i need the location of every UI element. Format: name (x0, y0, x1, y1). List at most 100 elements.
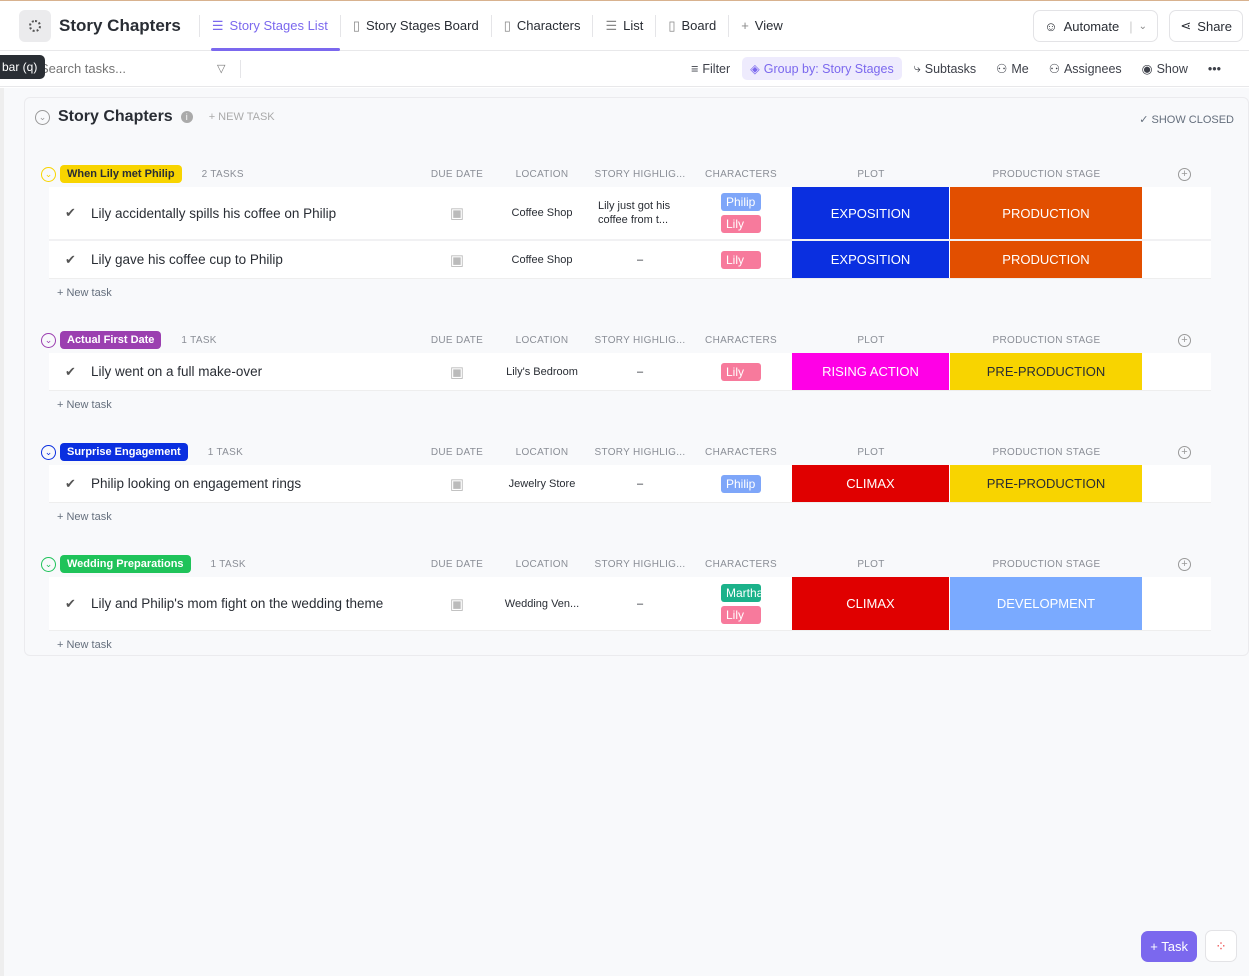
tab-list[interactable]: ☰ List (593, 1, 655, 51)
characters-cell[interactable]: Lily (690, 353, 792, 390)
col-due-date[interactable]: DUE DATE (430, 168, 484, 180)
col-location[interactable]: LOCATION (515, 168, 569, 180)
show-button[interactable]: ◉ Show (1134, 57, 1196, 80)
table-row[interactable]: ✔ Lily gave his coffee cup to Philip ▣ C… (49, 241, 1211, 279)
col-due-date[interactable]: DUE DATE (430, 334, 484, 346)
col-characters[interactable]: CHARACTERS (705, 558, 777, 570)
story-highlight-cell[interactable]: – (636, 253, 644, 266)
character-chip[interactable]: Philip (721, 193, 761, 211)
show-closed-button[interactable]: ✓ SHOW CLOSED (1139, 114, 1234, 126)
characters-cell[interactable]: Philip Lily (690, 187, 792, 239)
col-plot[interactable]: PLOT (857, 334, 885, 346)
tab-board[interactable]: ▯ Board (656, 1, 728, 51)
group-tag[interactable]: Surprise Engagement (60, 443, 188, 461)
plot-cell[interactable]: CLIMAX (792, 577, 950, 630)
calendar-icon[interactable]: ▣ (449, 363, 465, 381)
subtasks-button[interactable]: ⤷ Subtasks (906, 57, 984, 80)
col-characters[interactable]: CHARACTERS (705, 334, 777, 346)
filter-button[interactable]: ≡ Filter (683, 58, 738, 80)
character-chip[interactable]: Martha (721, 583, 763, 602)
table-row[interactable]: ✔ Philip looking on engagement rings ▣ J… (49, 465, 1211, 503)
chevron-down-icon[interactable]: ⌄ (1138, 20, 1147, 32)
info-icon[interactable]: i (180, 111, 193, 123)
col-due-date[interactable]: DUE DATE (430, 446, 484, 458)
col-location[interactable]: LOCATION (515, 446, 569, 458)
collapse-group-icon[interactable]: ⌄ (41, 332, 56, 348)
search-input[interactable] (40, 61, 210, 76)
plot-cell[interactable]: EXPOSITION (792, 187, 950, 239)
story-highlight-cell[interactable]: – (636, 477, 644, 490)
tab-story-stages-board[interactable]: ▯ Story Stages Board (341, 1, 491, 51)
location-cell[interactable]: Coffee Shop (511, 207, 573, 219)
col-plot[interactable]: PLOT (857, 446, 885, 458)
table-row[interactable]: ✔ Lily accidentally spills his coffee on… (49, 187, 1211, 241)
chevron-down-icon[interactable]: ▽ (217, 63, 226, 75)
plot-cell[interactable]: RISING ACTION (792, 353, 950, 390)
col-location[interactable]: LOCATION (515, 334, 569, 346)
task-name[interactable]: Lily gave his coffee cup to Philip (91, 252, 283, 267)
new-task-row[interactable]: + New task (57, 511, 112, 523)
add-column-icon[interactable]: + (1178, 557, 1191, 571)
calendar-icon[interactable]: ▣ (449, 205, 465, 222)
assignees-button[interactable]: ⚇ Assignees (1041, 57, 1130, 80)
col-production-stage[interactable]: PRODUCTION STAGE (992, 558, 1101, 570)
plot-cell[interactable]: CLIMAX (792, 465, 950, 502)
tab-story-stages-list[interactable]: ☰ Story Stages List (200, 1, 340, 51)
check-icon[interactable]: ✔ (65, 205, 76, 220)
col-story-highlight[interactable]: STORY HIGHLIG... (594, 446, 686, 458)
collapse-icon[interactable]: ⌄ (35, 109, 50, 125)
group-by-button[interactable]: ◈ Group by: Story Stages (742, 57, 902, 80)
story-highlight-cell[interactable]: – (636, 597, 644, 610)
location-cell[interactable]: Jewelry Store (508, 477, 576, 490)
col-plot[interactable]: PLOT (857, 558, 885, 570)
check-icon[interactable]: ✔ (65, 363, 76, 379)
characters-cell[interactable]: Martha Lily (690, 577, 792, 630)
character-chip[interactable]: Philip (721, 474, 761, 493)
calendar-icon[interactable]: ▣ (449, 475, 465, 493)
automate-button[interactable]: ☺ Automate | ⌄ (1033, 10, 1158, 42)
apps-icon[interactable]: ⁘ (1205, 930, 1237, 962)
col-story-highlight[interactable]: STORY HIGHLIG... (594, 168, 686, 180)
add-column-icon[interactable]: + (1178, 167, 1191, 181)
collapse-group-icon[interactable]: ⌄ (41, 166, 56, 182)
character-chip[interactable]: Lily (721, 215, 761, 233)
production-stage-cell[interactable]: PRE-PRODUCTION (950, 465, 1143, 502)
share-button[interactable]: ⋖ Share (1169, 10, 1243, 42)
table-row[interactable]: ✔ Lily went on a full make-over ▣ Lily's… (49, 353, 1211, 391)
col-plot[interactable]: PLOT (857, 168, 885, 180)
task-name[interactable]: Lily accidentally spills his coffee on P… (91, 205, 337, 221)
character-chip[interactable]: Lily (721, 362, 761, 381)
story-highlight-cell[interactable]: Lily just got his coffee from t... (598, 200, 671, 226)
col-production-stage[interactable]: PRODUCTION STAGE (992, 446, 1101, 458)
new-task-row[interactable]: + New task (57, 399, 112, 411)
characters-cell[interactable]: Philip (690, 465, 792, 502)
group-tag[interactable]: Actual First Date (60, 331, 162, 349)
add-column-icon[interactable]: + (1178, 333, 1191, 347)
character-chip[interactable]: Lily (721, 605, 761, 624)
location-cell[interactable]: Lily's Bedroom (506, 365, 578, 378)
col-due-date[interactable]: DUE DATE (430, 558, 484, 570)
new-task-row[interactable]: + New task (57, 639, 112, 651)
col-characters[interactable]: CHARACTERS (705, 168, 777, 180)
col-story-highlight[interactable]: STORY HIGHLIG... (594, 334, 686, 346)
table-row[interactable]: ✔ Lily and Philip's mom fight on the wed… (49, 577, 1211, 631)
production-stage-cell[interactable]: PRODUCTION (950, 241, 1143, 278)
col-story-highlight[interactable]: STORY HIGHLIG... (594, 558, 686, 570)
character-chip[interactable]: Lily (721, 250, 761, 269)
collapse-group-icon[interactable]: ⌄ (41, 556, 56, 572)
group-tag[interactable]: When Lily met Philip (60, 165, 182, 183)
check-icon[interactable]: ✔ (65, 251, 76, 267)
more-button[interactable]: ••• (1200, 58, 1229, 80)
calendar-icon[interactable]: ▣ (449, 595, 465, 613)
location-cell[interactable]: Coffee Shop (511, 253, 573, 266)
characters-cell[interactable]: Lily (690, 241, 792, 278)
check-icon[interactable]: ✔ (65, 595, 76, 611)
collapse-group-icon[interactable]: ⌄ (41, 444, 56, 460)
col-production-stage[interactable]: PRODUCTION STAGE (992, 334, 1101, 346)
tab-characters[interactable]: ▯ Characters (492, 1, 593, 51)
calendar-icon[interactable]: ▣ (449, 251, 465, 269)
tab-view[interactable]: + View (729, 1, 795, 51)
production-stage-cell[interactable]: DEVELOPMENT (950, 577, 1143, 630)
space-icon[interactable] (19, 9, 51, 42)
group-tag[interactable]: Wedding Preparations (60, 555, 191, 573)
